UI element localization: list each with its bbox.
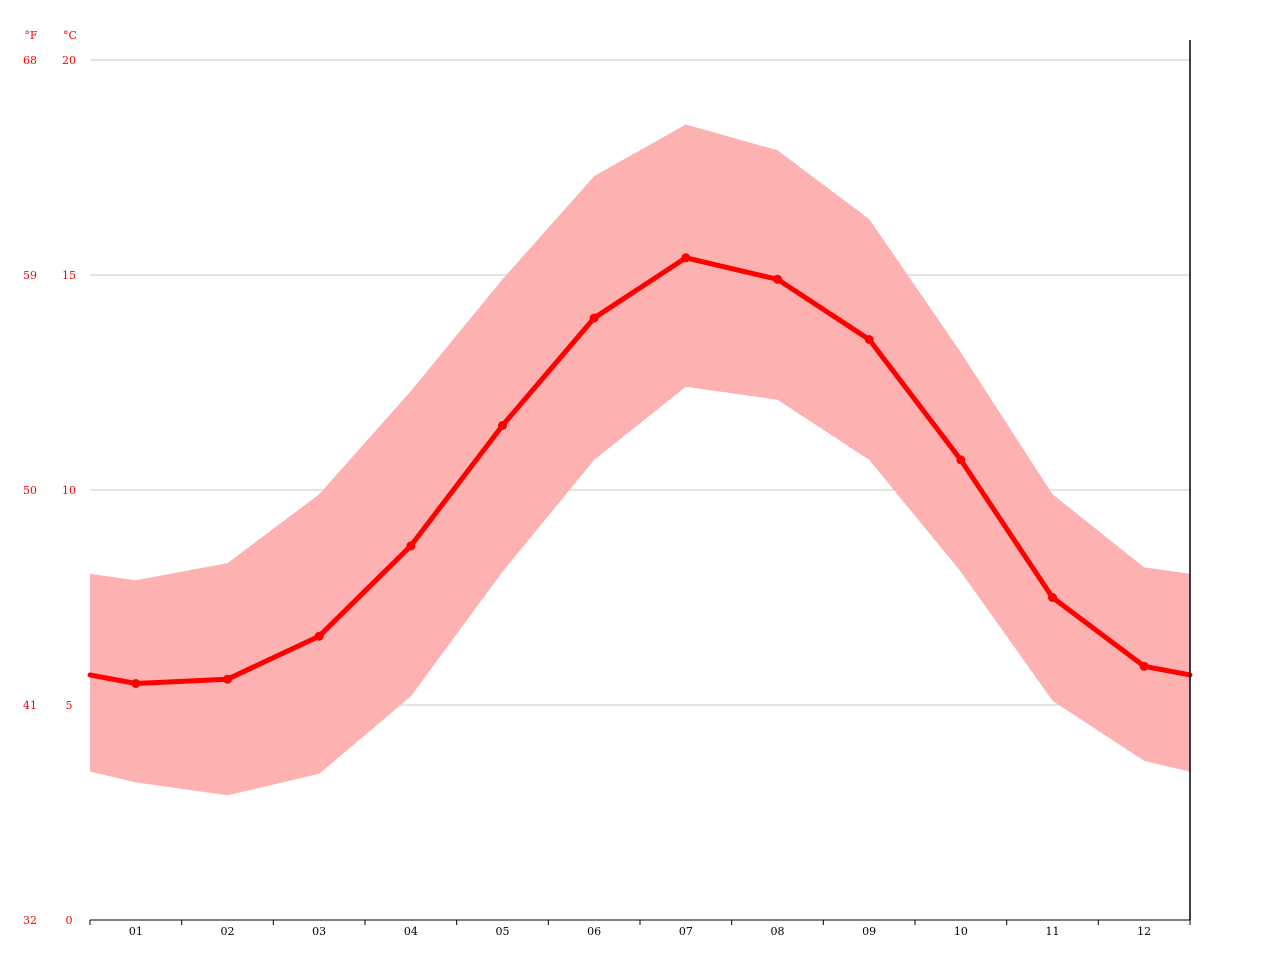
temperature-range-area (90, 124, 1190, 796)
y-tick-label-fahrenheit: 32 (23, 914, 37, 927)
mean-temperature-point (589, 313, 599, 323)
x-tick-label: 02 (221, 925, 235, 938)
mean-temperature-point (681, 253, 691, 263)
x-tick-label: 09 (862, 925, 876, 938)
celsius-unit-label: °C (63, 29, 77, 42)
x-tick-label: 10 (954, 925, 968, 938)
mean-temperature-point (406, 541, 416, 551)
mean-temperature-point (498, 421, 507, 430)
mean-temperature-point (131, 679, 141, 688)
y-tick-label-fahrenheit: 50 (23, 484, 37, 497)
mean-temperature-point (864, 335, 874, 344)
y-tick-label-fahrenheit: 59 (23, 269, 37, 282)
mean-temperature-line (87, 255, 1193, 686)
min-max-band (90, 124, 1190, 796)
y-tick-label-celsius: 15 (62, 269, 76, 282)
mean-temperature-point (314, 631, 324, 641)
y-tick-label-celsius: 0 (66, 914, 73, 927)
mean-temperature-point (1139, 661, 1149, 671)
y-tick-label-celsius: 20 (62, 54, 76, 67)
mean-temperature-point (1048, 593, 1057, 602)
y-tick-label-celsius: 10 (62, 484, 76, 497)
y-tick-label-celsius: 5 (66, 699, 73, 712)
mean-temperature-point (773, 274, 782, 284)
x-tick-label: 03 (312, 925, 326, 938)
fahrenheit-unit-label: °F (24, 29, 38, 42)
x-tick-label: 12 (1137, 925, 1151, 938)
axes: °F °C 32 0 41 5 50 10 59 15 68 20 01 02 03 04 05 06 07 08… (23, 29, 1191, 938)
y-tick-label-fahrenheit: 41 (23, 699, 37, 712)
mean-temperature-point (223, 674, 232, 684)
x-tick-label: 08 (771, 925, 785, 938)
y-tick-label-fahrenheit: 68 (23, 54, 37, 67)
mean-temperature-point (956, 455, 966, 465)
x-tick-label: 07 (679, 925, 693, 938)
x-tick-label: 06 (587, 925, 601, 938)
x-tick-label: 05 (496, 925, 510, 938)
mean-temperature-series (87, 253, 1193, 688)
x-tick-label: 01 (129, 925, 143, 938)
x-tick-label: 04 (404, 925, 418, 938)
x-tick-label: 11 (1046, 925, 1060, 938)
